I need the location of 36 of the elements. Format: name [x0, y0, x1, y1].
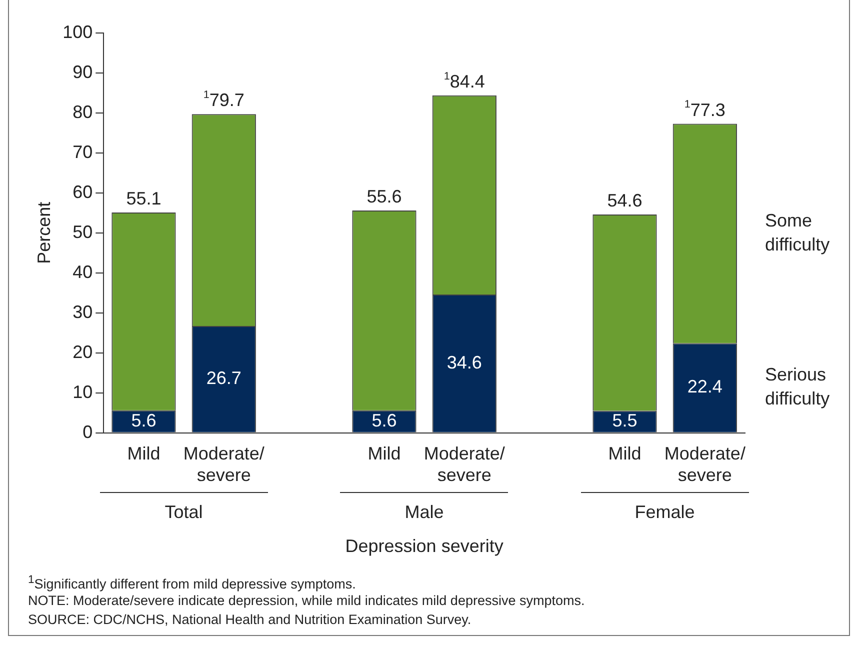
total-label: 55.1 — [126, 188, 162, 209]
y-tick-label: 80 — [72, 102, 93, 122]
y-tick-label: 0 — [82, 422, 93, 442]
y-tick-label: 40 — [72, 262, 93, 282]
text: Male — [404, 502, 445, 523]
y-axis-title: Percent — [34, 202, 54, 264]
x-tick-label: Moderate/severe — [183, 444, 264, 486]
text: NOTE: Moderate/severe indicate depression, while mild indicates mild depressive symptoms. — [28, 593, 585, 608]
data-label: 26.7 — [206, 368, 242, 388]
data-label: 5.5 — [612, 410, 638, 431]
data-label: 5.6 — [131, 410, 156, 430]
text: Total — [164, 502, 204, 523]
x-tick-label: Mild — [127, 444, 160, 464]
data-label: 22.4 — [687, 376, 722, 397]
total-label: 54.6 — [607, 190, 642, 211]
y-tick-label: 100 — [62, 22, 93, 42]
y-tick-label: 10 — [72, 382, 93, 402]
y-tick-label: 60 — [72, 182, 93, 202]
data-label: 34.6 — [446, 352, 482, 372]
series-label: Some difficulty — [764, 210, 830, 254]
x-tick-label: Mild — [608, 444, 642, 464]
text: Female — [634, 502, 696, 523]
y-tick-label: 70 — [72, 142, 93, 162]
x-tick-label: Moderate/severe — [664, 444, 746, 486]
source-note: SOURCE: CDC/NCHS, National Health and Nutrition Examination Survey. — [28, 612, 472, 627]
y-tick-label: 50 — [72, 222, 93, 242]
y-tick-label: 20 — [72, 342, 93, 362]
x-tick-label: Moderate/severe — [424, 444, 505, 486]
total-label: 55.6 — [366, 186, 402, 207]
data-label: 5.6 — [372, 410, 397, 430]
x-tick-label: Mild — [368, 444, 401, 464]
text: $^{1}$Significantly different from mild depressive symptoms. — [28, 574, 356, 592]
y-tick-label: 90 — [72, 62, 93, 82]
x-axis-title: Depression severity — [344, 536, 504, 557]
series-label: Serious difficulty — [764, 364, 830, 409]
y-tick-label: 30 — [72, 302, 93, 322]
